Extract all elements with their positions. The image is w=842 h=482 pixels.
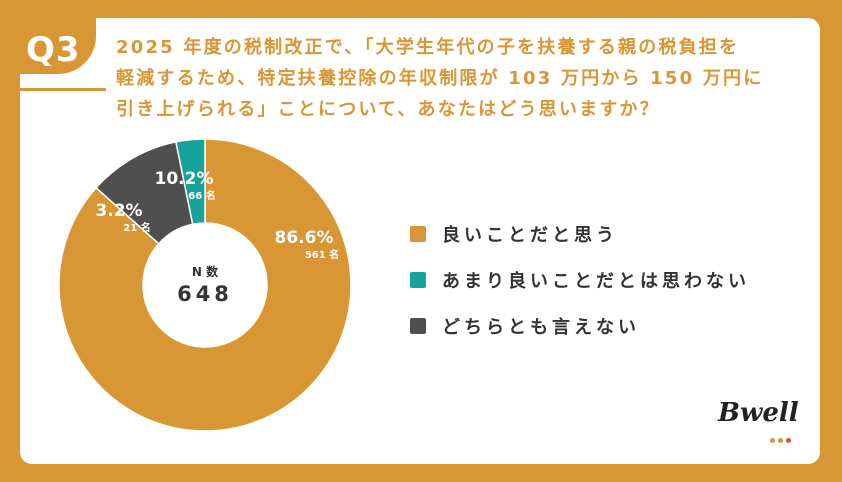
legend-swatch	[410, 272, 426, 288]
slice-count-label: 66 名	[188, 189, 215, 202]
question-badge	[0, 0, 96, 74]
slice-count-label: 21 名	[123, 221, 150, 234]
slice-percent-label: 10.2%	[155, 169, 214, 189]
question-line-2: 軽減するため、特定扶養控除の年収制限が 103 万円から 150 万円に	[116, 68, 764, 89]
legend: 良いことだと思う あまり良いことだとは思わない どちらとも言えない	[410, 222, 750, 360]
legend-item-negative: あまり良いことだとは思わない	[410, 268, 750, 292]
legend-label: 良いことだと思う	[442, 225, 618, 246]
sample-size-value: 648	[177, 282, 233, 306]
slice-percent-label: 3.2%	[95, 201, 142, 221]
sample-size-label: N 数	[192, 264, 219, 279]
slice-count-label: 561 名	[305, 248, 339, 261]
slice-percent-label: 86.6%	[275, 228, 334, 248]
donut-hole	[143, 223, 267, 347]
question-badge-underline	[20, 88, 106, 91]
donut-slices	[58, 138, 352, 432]
legend-label: どちらとも言えない	[442, 317, 640, 338]
legend-item-positive: 良いことだと思う	[410, 222, 750, 246]
bwell-logo: Bwell	[718, 398, 808, 450]
legend-label: あまり良いことだとは思わない	[442, 271, 750, 292]
logo-wordmark: Bwell	[718, 398, 799, 428]
question-number: Q3	[26, 30, 81, 70]
legend-item-neutral: どちらとも言えない	[410, 314, 750, 338]
donut-labels: 86.6%561 名 3.2%21 名 10.2%66 名	[95, 169, 339, 261]
question-line-3: 引き上げられる」ことについて、あなたはどう思いますか？	[116, 99, 660, 120]
logo-dots	[770, 438, 791, 443]
legend-swatch	[410, 318, 426, 334]
legend-swatch	[410, 226, 426, 242]
question-line-1: 2025 年度の税制改正で、「大学生年代の子を扶養する親の税負担を	[116, 37, 740, 58]
question-text: 2025 年度の税制改正で、「大学生年代の子を扶養する親の税負担を 軽減するため…	[116, 32, 806, 125]
